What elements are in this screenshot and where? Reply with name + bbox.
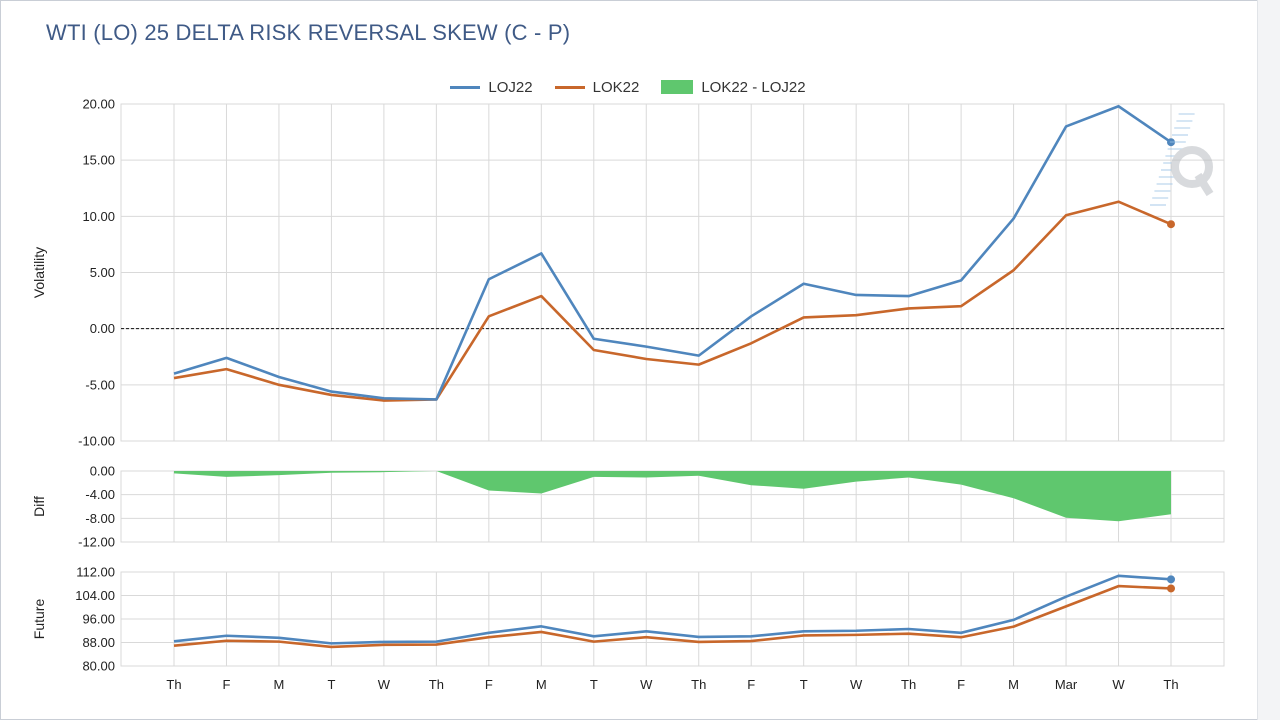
future-y-tick-label: 104.00 (75, 588, 115, 603)
volatility-line-loj22 (173, 104, 1172, 401)
x-tick-label: Th (691, 677, 706, 692)
future-point-loj22 (1167, 575, 1175, 584)
volatility-y-tick-label: 15.00 (82, 153, 115, 168)
x-tick-label: M (536, 677, 547, 692)
diff-area (174, 471, 1171, 522)
q-logo-ring (1171, 146, 1213, 188)
x-tick-label: W (640, 677, 653, 692)
future-y-tick-label: 112.00 (76, 565, 115, 580)
volatility-y-tick-label: -10.00 (78, 434, 115, 449)
future-panel: 112.00 104.00 96.00 88.00 80.00 Future (31, 565, 1225, 674)
legend-item-diff[interactable]: LOK22 - LOJ22 (661, 78, 806, 96)
diff-swatch (661, 80, 694, 94)
lok22-swatch (554, 85, 585, 89)
x-tick-label: W (378, 677, 391, 692)
volatility-y-tick-label: 10.00 (82, 209, 115, 224)
volatility-line-lok22 (173, 200, 1172, 402)
diff-y-tick-label: -8.00 (85, 511, 115, 526)
x-tick-label: W (1112, 677, 1125, 692)
legend-item-loj22[interactable]: LOJ22 (450, 78, 533, 96)
future-y-tick-label: 80.00 (82, 659, 115, 674)
future-y-tick-label: 96.00 (82, 612, 115, 627)
x-tick-label: T (327, 677, 335, 692)
future-y-tick-label: 88.00 (82, 635, 115, 650)
loj22-swatch (450, 85, 481, 89)
legend-label-loj22: LOJ22 (488, 78, 533, 96)
x-tick-label: W (850, 677, 863, 692)
volatility-panel: 20.00 15.00 10.00 5.00 0.00 -5.00 -10.00 Volati… (31, 97, 1225, 449)
diff-y-tick-label: -4.00 (85, 487, 115, 502)
volatility-y-tick-label: 5.00 (90, 265, 115, 280)
future-axis-title: Future (31, 599, 47, 640)
x-tick-label: Th (166, 677, 181, 692)
x-tick-label: M (274, 677, 285, 692)
x-tick-label: F (747, 677, 755, 692)
x-tick-label: F (222, 677, 230, 692)
volatility-point-lok22 (1167, 220, 1175, 229)
vertical-scrollbar[interactable] (1257, 0, 1280, 720)
x-tick-label: T (590, 677, 598, 692)
volatility-y-tick-label: 20.00 (82, 97, 115, 112)
x-tick-label: Th (901, 677, 916, 692)
x-tick-label: F (957, 677, 965, 692)
legend-label-lok22: LOK22 (592, 78, 640, 96)
x-tick-label: T (800, 677, 808, 692)
diff-y-tick-label: -12.00 (78, 535, 115, 550)
x-tick-label: F (485, 677, 493, 692)
legend-item-lok22[interactable]: LOK22 (554, 78, 640, 96)
diff-axis-title: Diff (31, 496, 47, 517)
q-logo-icon (1150, 113, 1214, 206)
diff-panel: 0.00 -4.00 -8.00 -12.00 Diff (31, 464, 1225, 550)
volatility-y-tick-label: 0.00 (90, 321, 115, 336)
legend: LOJ22 LOK22 LOK22 - LOJ22 (0, 76, 1256, 98)
x-tick-label: Th (1163, 677, 1178, 692)
x-tick-label: Th (429, 677, 444, 692)
chart-title: WTI (LO) 25 DELTA RISK REVERSAL SKEW (C … (46, 20, 571, 45)
x-tick-label: Mar (1055, 677, 1078, 692)
future-line-lok22 (173, 584, 1172, 649)
q-logo-tail (1194, 172, 1214, 197)
volatility-axis-title: Volatility (31, 247, 47, 298)
diff-y-tick-label: 0.00 (90, 464, 115, 479)
legend-label-diff: LOK22 - LOJ22 (701, 78, 806, 96)
future-point-lok22 (1167, 584, 1175, 593)
future-line-loj22 (173, 574, 1172, 645)
volatility-y-tick-label: -5.00 (85, 377, 115, 392)
x-tick-label: M (1008, 677, 1019, 692)
